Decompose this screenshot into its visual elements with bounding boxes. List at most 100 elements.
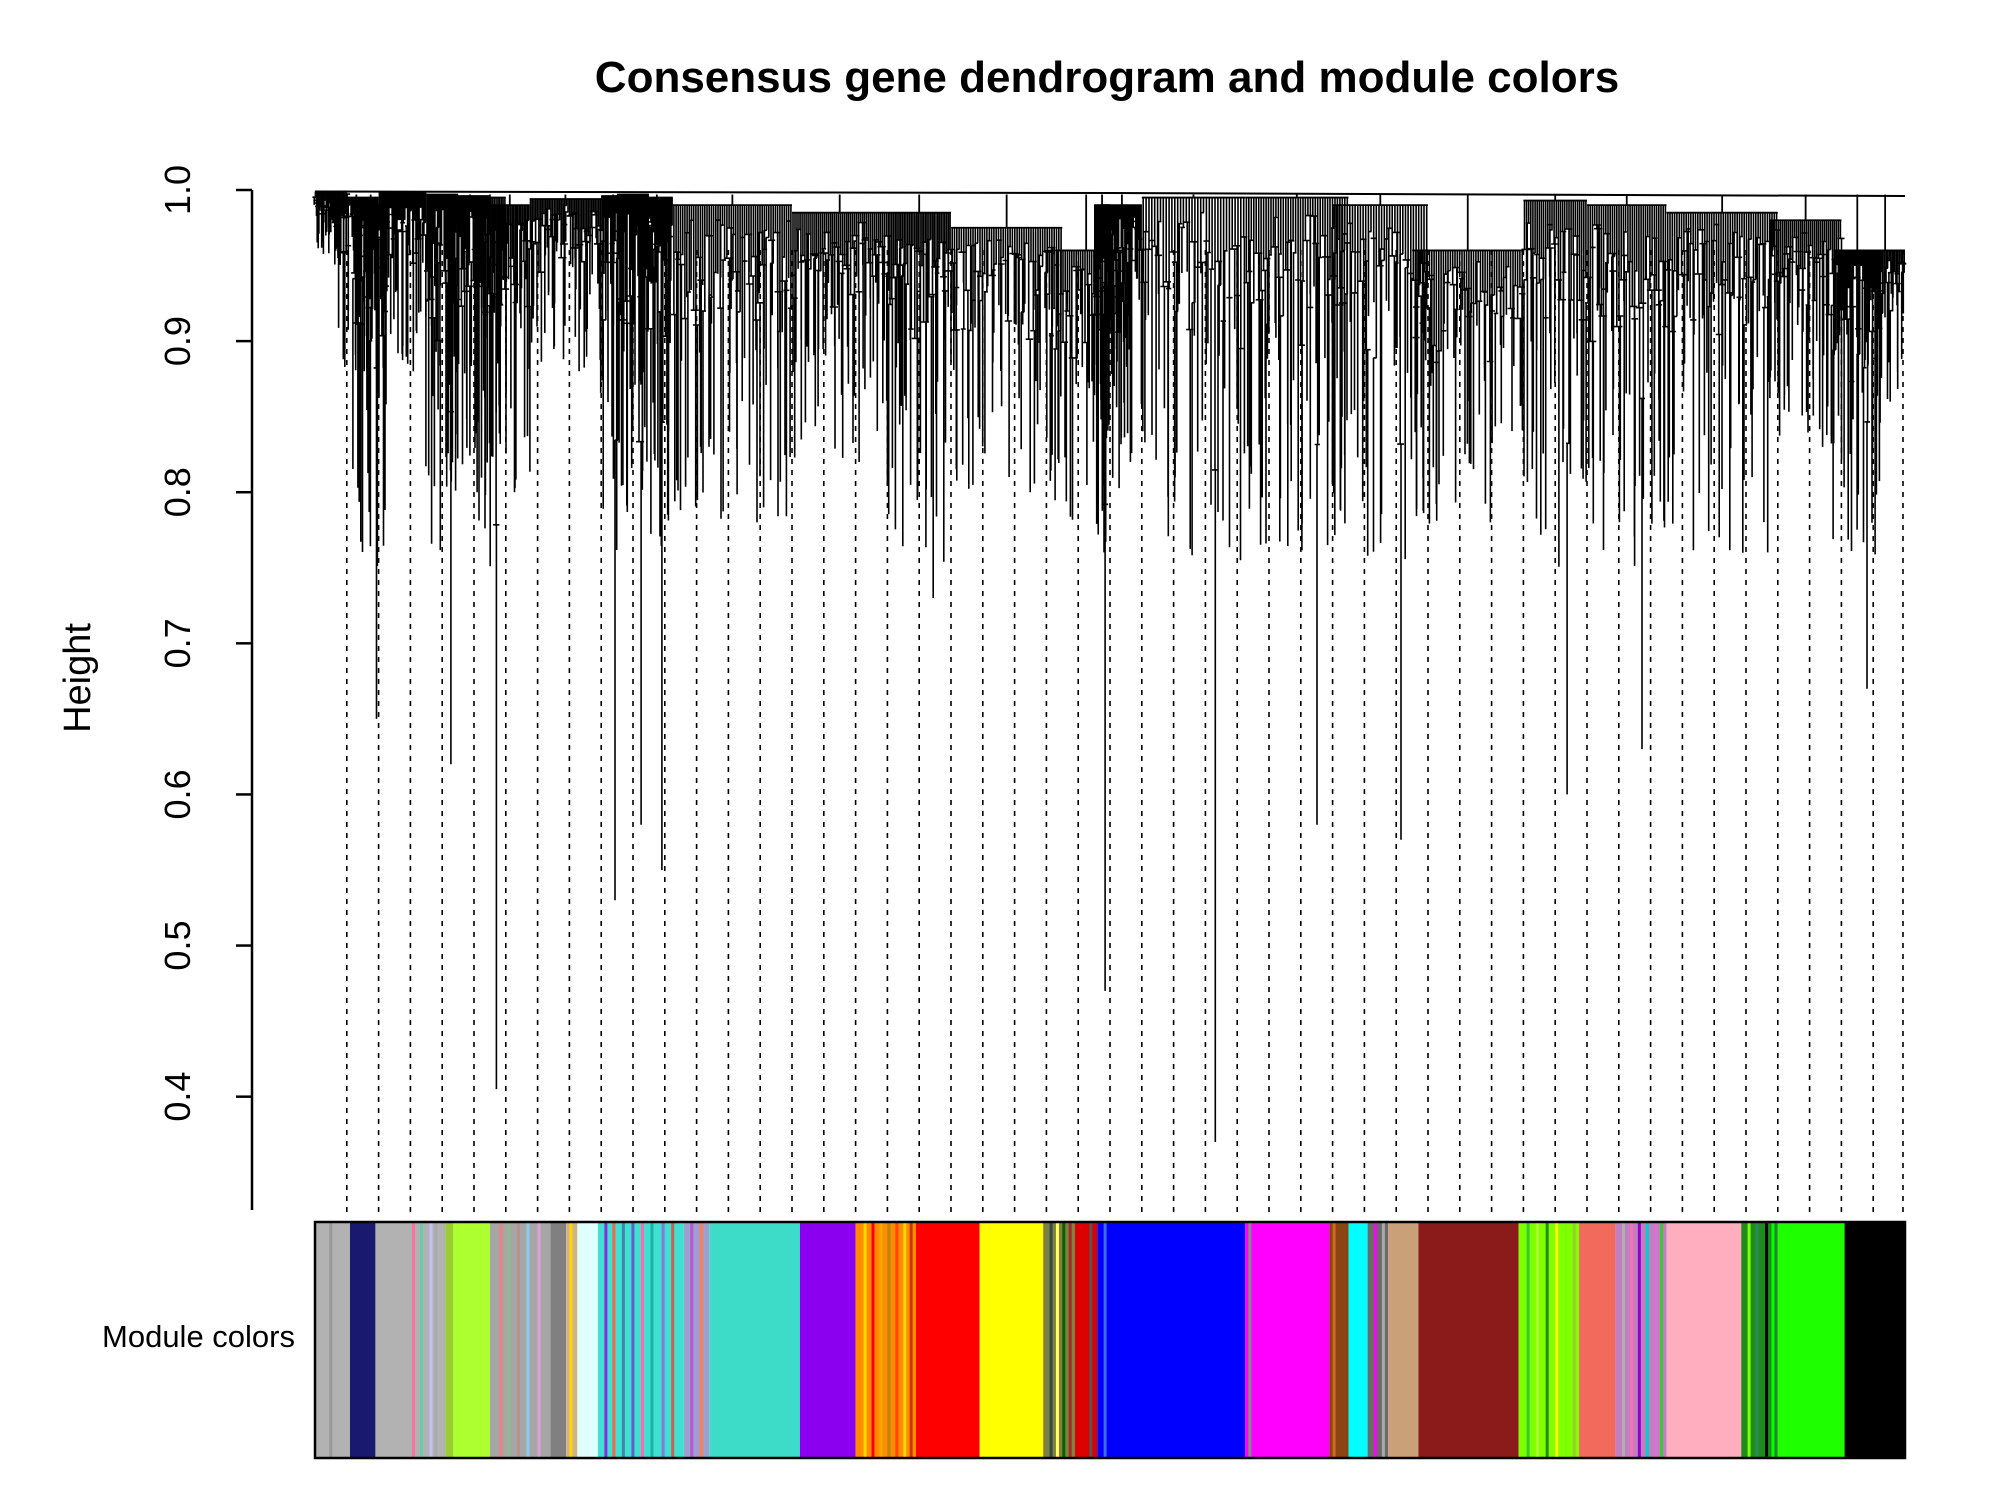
module-color-stripe xyxy=(903,1222,907,1458)
dendrogram-cluster xyxy=(1863,194,1907,402)
module-color-segment xyxy=(1097,1222,1246,1458)
module-color-stripe xyxy=(887,1222,891,1458)
chart-title: Consensus gene dendrogram and module col… xyxy=(595,53,1619,102)
module-color-segment xyxy=(1367,1222,1389,1458)
module-color-stripe xyxy=(1049,1222,1053,1458)
module-color-stripe xyxy=(650,1222,654,1458)
y-tick-label: 0.4 xyxy=(157,1072,198,1122)
module-color-stripe xyxy=(604,1222,608,1458)
module-color-stripe xyxy=(429,1222,433,1458)
module-color-stripe xyxy=(1062,1222,1066,1458)
module-color-stripe xyxy=(1536,1222,1540,1458)
dendrogram-branches xyxy=(312,190,1907,1142)
dendrogram-cluster xyxy=(487,194,533,493)
module-color-segment xyxy=(1245,1222,1330,1458)
module-color-stripe xyxy=(863,1222,867,1458)
module-color-stripe xyxy=(690,1222,694,1458)
module-color-stripe xyxy=(1373,1222,1377,1458)
dendrogram-cluster xyxy=(352,194,389,719)
module-color-stripe xyxy=(1526,1222,1530,1458)
module-color-stripe xyxy=(1055,1222,1059,1458)
module-color-stripe xyxy=(434,1222,438,1458)
module-color-segment xyxy=(709,1222,800,1458)
dendrogram-cluster xyxy=(471,194,509,1090)
y-axis-label: Height xyxy=(57,623,99,733)
y-tick-label: 0.6 xyxy=(157,769,198,819)
module-color-stripe xyxy=(329,1222,333,1458)
module-color-stripe xyxy=(1248,1222,1252,1458)
module-color-stripe xyxy=(1629,1222,1633,1458)
module-color-stripe xyxy=(1765,1222,1769,1458)
module-color-stripe xyxy=(537,1222,541,1458)
dendrogram-cluster xyxy=(885,194,955,598)
module-color-segment xyxy=(489,1222,551,1458)
dendrogram-cluster xyxy=(527,194,604,372)
module-color-segment xyxy=(577,1222,599,1458)
module-color-segment xyxy=(550,1222,567,1458)
module-color-stripe xyxy=(631,1222,635,1458)
dendrogram-cluster xyxy=(1767,194,1845,447)
module-color-stripe xyxy=(1621,1222,1625,1458)
dendrogram-cluster xyxy=(1664,194,1780,553)
module-color-segment xyxy=(916,1222,980,1458)
module-color-segment xyxy=(1666,1222,1742,1458)
module-color-stripe xyxy=(516,1222,520,1458)
y-axis: 0.4 0.5 0.6 0.7 0.8 0.9 1.0 xyxy=(157,165,254,1210)
dendrogram-cluster xyxy=(1243,194,1349,825)
dendrogram-cluster xyxy=(790,194,892,462)
module-color-stripe xyxy=(612,1222,616,1458)
module-color-stripe xyxy=(671,1222,675,1458)
module-color-stripe xyxy=(640,1222,644,1458)
dendrogram-cluster xyxy=(1140,194,1248,1142)
module-color-segment xyxy=(1844,1222,1905,1458)
module-color-stripe xyxy=(411,1222,415,1458)
dendrogram-cluster xyxy=(376,192,429,372)
module-color-segment xyxy=(349,1222,376,1458)
y-tick-label: 0.7 xyxy=(157,618,198,668)
module-color-segment xyxy=(799,1222,856,1458)
module-color-stripe xyxy=(1660,1222,1664,1458)
module-color-stripe xyxy=(1747,1222,1751,1458)
module-color-stripe xyxy=(909,1222,913,1458)
module-color-stripe xyxy=(1572,1222,1576,1458)
module-color-stripe xyxy=(1564,1222,1568,1458)
module-color-stripe xyxy=(1771,1222,1775,1458)
module-color-segment xyxy=(1418,1222,1519,1458)
module-color-bar xyxy=(313,1220,1907,1460)
module-color-segment xyxy=(683,1222,710,1458)
dendrogram-cluster xyxy=(1585,194,1668,750)
module-color-stripe xyxy=(621,1222,625,1458)
dendrogram-cluster xyxy=(1091,194,1114,991)
y-tick-label: 0.9 xyxy=(157,316,198,366)
module-color-stripe xyxy=(1645,1222,1649,1458)
module-color-stripe xyxy=(1089,1222,1093,1458)
dendrogram-cluster xyxy=(1410,194,1526,523)
dendrogram-cluster xyxy=(670,194,794,523)
module-color-segment xyxy=(1579,1222,1616,1458)
y-tick-label: 1.0 xyxy=(157,165,198,215)
module-color-stripe xyxy=(1637,1222,1641,1458)
module-color-segment xyxy=(1348,1222,1368,1458)
module-color-stripe xyxy=(569,1222,573,1458)
module-color-stripe xyxy=(1381,1222,1385,1458)
module-color-stripe xyxy=(871,1222,875,1458)
module-color-stripe xyxy=(507,1222,511,1458)
module-colors-label: Module colors xyxy=(102,1319,295,1354)
module-color-stripe xyxy=(699,1222,703,1458)
module-color-stripe xyxy=(1755,1222,1759,1458)
y-tick-label: 0.5 xyxy=(157,921,198,971)
module-color-segment xyxy=(315,1222,350,1458)
module-color-stripe xyxy=(1653,1222,1657,1458)
module-color-segment xyxy=(375,1222,446,1458)
module-color-segment xyxy=(1388,1222,1419,1458)
module-color-stripe xyxy=(1068,1222,1072,1458)
module-color-stripe xyxy=(499,1222,503,1458)
dendrogram-root xyxy=(314,190,1906,198)
y-tick-label: 0.8 xyxy=(157,467,198,517)
module-color-stripe xyxy=(1545,1222,1549,1458)
module-color-stripe xyxy=(879,1222,883,1458)
module-color-stripe xyxy=(1332,1222,1336,1458)
module-color-segment xyxy=(445,1222,454,1458)
module-color-segment xyxy=(453,1222,490,1458)
